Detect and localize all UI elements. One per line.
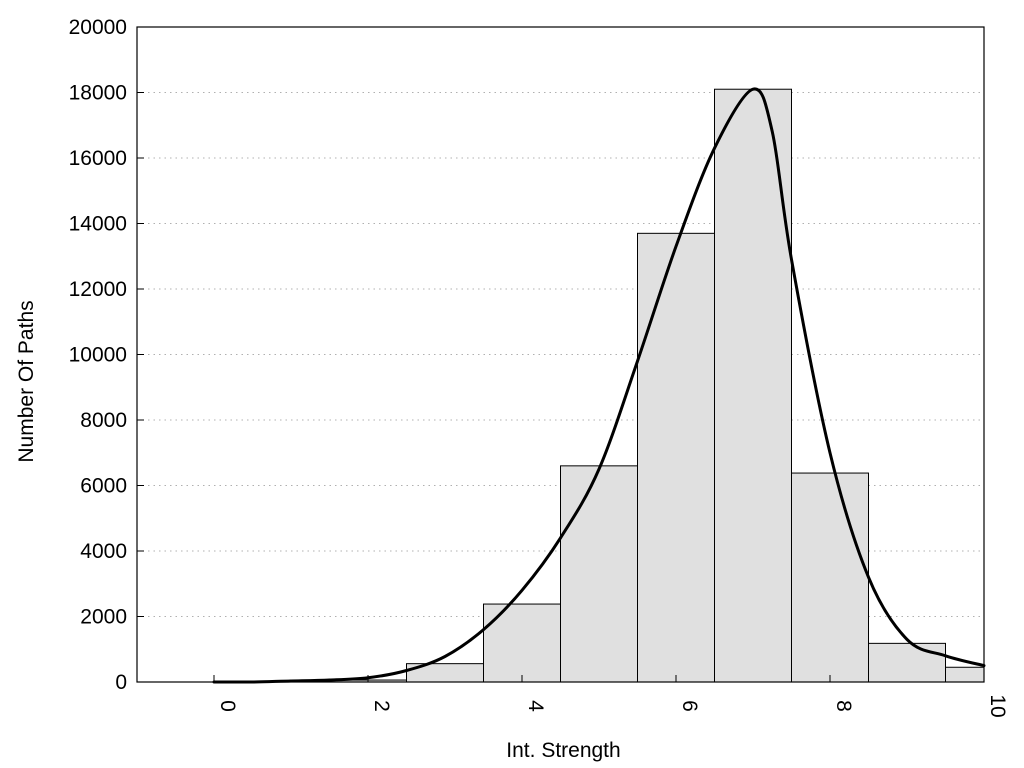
histogram-bar (483, 603, 561, 683)
x-axis-label: Int. Strength (506, 739, 620, 762)
x-tick-label: 0 (216, 700, 239, 712)
y-tick-label: 4000 (80, 540, 127, 563)
x-tick-label: 2 (370, 700, 393, 712)
ticks-layer: 0 2000 4000 6000 8000 10000 12000 14000 16000 180… (69, 16, 1009, 718)
histogram-bar (714, 88, 792, 683)
x-tick-label: 10 (986, 694, 1009, 717)
y-tick-label: 0 (115, 671, 127, 694)
labels-layer: Int. Strength Number Of Paths (15, 300, 621, 762)
histogram-bar (560, 465, 638, 683)
x-tick-label: 8 (832, 700, 855, 712)
y-tick-label: 14000 (69, 213, 127, 236)
y-tick-label: 8000 (80, 409, 127, 432)
x-tick-label: 6 (678, 700, 701, 712)
y-axis-label: Number Of Paths (15, 300, 38, 462)
y-tick-label: 6000 (80, 475, 127, 498)
y-tick-label: 18000 (69, 82, 127, 105)
y-tick-label: 10000 (69, 344, 127, 367)
y-tick-label: 2000 (80, 606, 127, 629)
x-tick-label: 4 (524, 700, 547, 712)
histogram-bar (637, 232, 715, 683)
histogram-bar (791, 472, 869, 683)
y-tick-label: 20000 (69, 16, 127, 39)
histogram-bar (868, 642, 946, 683)
bars-layer (329, 88, 985, 683)
y-tick-label: 16000 (69, 147, 127, 170)
histogram-bar (945, 666, 985, 683)
y-tick-label: 12000 (69, 278, 127, 301)
